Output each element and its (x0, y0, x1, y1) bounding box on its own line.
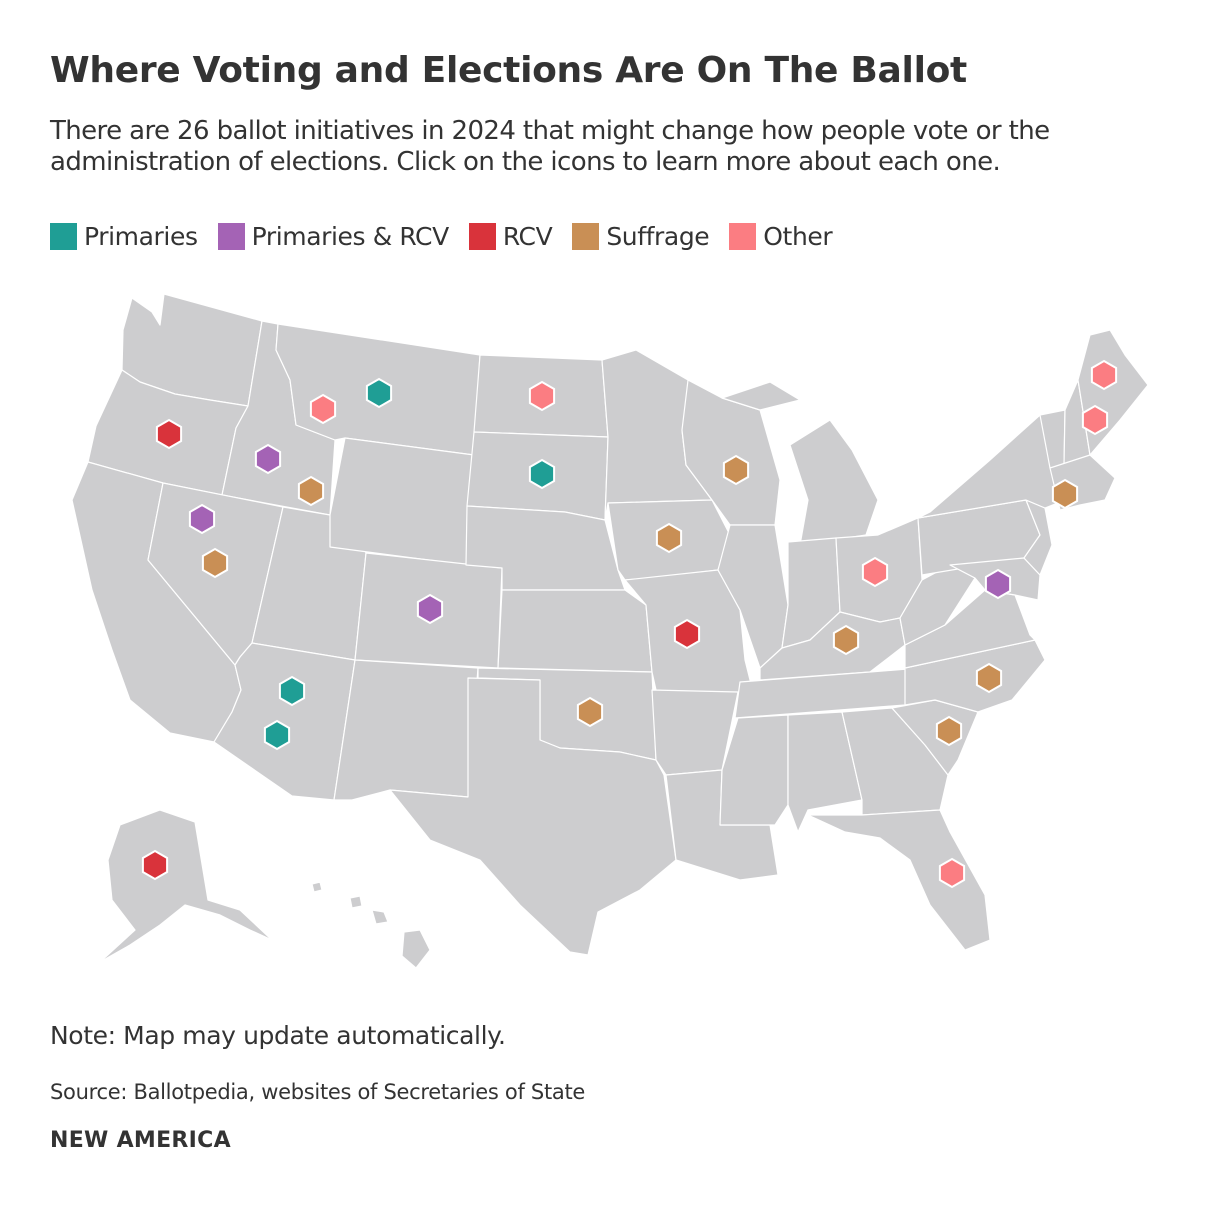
brand-logo: NEW AMERICA (50, 1128, 231, 1153)
legend-swatch-other (729, 223, 757, 250)
state-north-carolina (904, 639, 1046, 713)
marker-alaska-rcv-hexagon-icon[interactable] (141, 849, 169, 881)
legend-item-other: Other (729, 222, 833, 251)
marker-south-dakota-primaries-hexagon-icon[interactable] (528, 458, 556, 490)
page-subtitle: There are 26 ballot initiatives in 2024 … (50, 116, 1050, 177)
marker-oregon-rcv-hexagon-icon[interactable] (155, 418, 183, 450)
legend: Primaries Primaries & RCV RCV Suffrage O… (50, 222, 833, 251)
marker-nevada-primaries-rcv-hexagon-icon[interactable] (188, 503, 216, 535)
marker-montana-primaries-hexagon-icon[interactable] (365, 377, 393, 409)
marker-connecticut-suffrage-hexagon-icon[interactable] (1051, 478, 1079, 510)
legend-label-other: Other (763, 222, 833, 251)
marker-oklahoma-suffrage-hexagon-icon[interactable] (576, 696, 604, 728)
state-virginia (904, 589, 1036, 669)
state-alaska (99, 809, 273, 963)
legend-label-rcv: RCV (502, 222, 553, 251)
marker-colorado-primaries-rcv-hexagon-icon[interactable] (416, 593, 444, 625)
marker-north-dakota-other-hexagon-icon[interactable] (528, 380, 556, 412)
legend-item-suffrage: Suffrage (572, 222, 710, 251)
marker-montana-other-hexagon-icon[interactable] (309, 393, 337, 425)
marker-maine-other-hexagon-icon[interactable] (1090, 359, 1118, 391)
state-wyoming (329, 437, 475, 566)
legend-swatch-rcv (468, 223, 496, 250)
state-florida (807, 809, 991, 951)
marker-kentucky-suffrage-hexagon-icon[interactable] (832, 624, 860, 656)
marker-district-of-columbia-primaries-rcv-hexagon-icon[interactable] (984, 568, 1012, 600)
ballot-initiative-markers (141, 359, 1118, 889)
map-note: Note: Map may update automatically. (50, 1021, 506, 1050)
legend-label-primaries-rcv: Primaries & RCV (251, 222, 450, 251)
legend-swatch-primaries (50, 223, 77, 250)
marker-arizona-primaries-hexagon-icon[interactable] (263, 719, 291, 751)
state-arizona (213, 642, 356, 801)
state-shapes (71, 293, 1149, 969)
marker-arizona-primaries-hexagon-icon[interactable] (278, 675, 306, 707)
state-kansas (497, 589, 653, 673)
legend-swatch-primaries-rcv (217, 223, 245, 250)
marker-wisconsin-suffrage-hexagon-icon[interactable] (722, 454, 750, 486)
state-maine (1077, 329, 1149, 456)
us-map (71, 293, 1149, 969)
marker-maine-other-hexagon-icon[interactable] (1081, 404, 1109, 436)
marker-missouri-rcv-hexagon-icon[interactable] (673, 618, 701, 650)
page-title: Where Voting and Elections Are On The Ba… (50, 50, 967, 91)
state-texas (389, 677, 677, 956)
marker-idaho-suffrage-hexagon-icon[interactable] (297, 475, 325, 507)
legend-item-rcv: RCV (468, 222, 553, 251)
legend-item-primaries-rcv: Primaries & RCV (217, 222, 450, 251)
marker-nevada-suffrage-hexagon-icon[interactable] (201, 547, 229, 579)
state-michigan (721, 381, 879, 546)
state-new-mexico (333, 659, 479, 801)
marker-ohio-other-hexagon-icon[interactable] (861, 556, 889, 588)
marker-north-carolina-suffrage-hexagon-icon[interactable] (975, 662, 1003, 694)
marker-south-carolina-suffrage-hexagon-icon[interactable] (935, 715, 963, 747)
marker-idaho-primaries-rcv-hexagon-icon[interactable] (254, 443, 282, 475)
source-note: Source: Ballotpedia, websites of Secreta… (50, 1080, 586, 1104)
legend-item-primaries: Primaries (50, 222, 198, 251)
marker-iowa-suffrage-hexagon-icon[interactable] (655, 522, 683, 554)
state-hawaii (311, 881, 431, 969)
legend-label-suffrage: Suffrage (606, 222, 710, 251)
marker-florida-other-hexagon-icon[interactable] (938, 857, 966, 889)
legend-swatch-suffrage (572, 223, 600, 250)
legend-label-primaries: Primaries (84, 222, 198, 251)
